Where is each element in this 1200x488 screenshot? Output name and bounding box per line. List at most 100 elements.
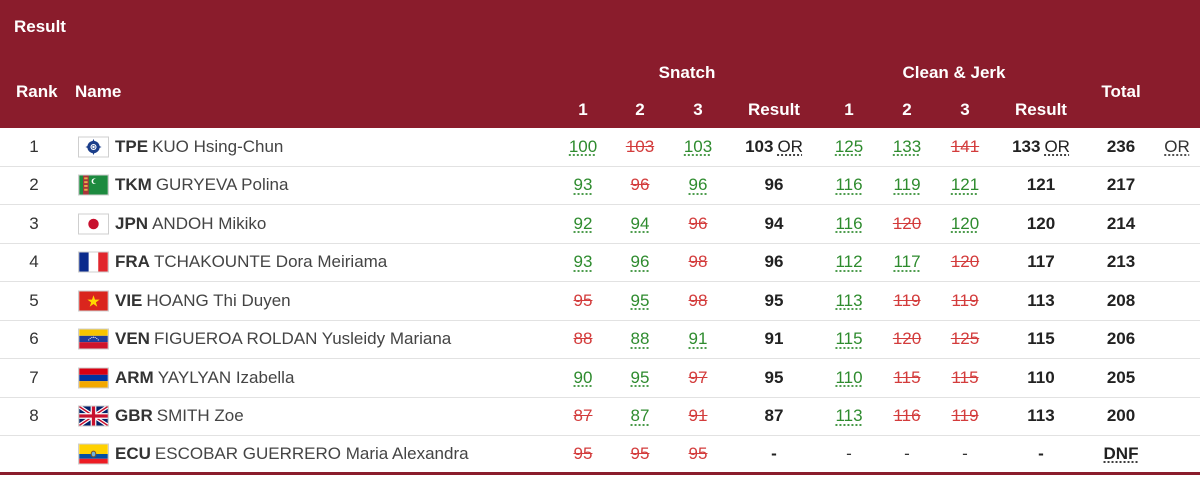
flag-tkm-icon xyxy=(78,174,109,196)
athlete-name[interactable]: ECU ESCOBAR GUERRERO Maria Alexandra xyxy=(115,444,469,464)
cj-result-value: 115 xyxy=(1027,329,1055,349)
cj-attempt-1: 110 xyxy=(835,367,863,387)
cj-attempt-2: - xyxy=(904,443,910,463)
snatch-attempt-3: 91 xyxy=(688,329,708,349)
record-badge: OR xyxy=(777,136,803,156)
rank-cell: 4 xyxy=(29,252,39,272)
snatch-result-value: 103 xyxy=(745,136,774,156)
snatch-attempt-1: 95 xyxy=(573,290,593,310)
cj-attempt-3: 121 xyxy=(950,175,980,195)
snatch-result: 103 OR xyxy=(745,137,803,157)
snatch-result-value: 94 xyxy=(764,213,784,233)
snatch-result: 91 xyxy=(765,329,784,349)
snatch-result-value: 91 xyxy=(764,329,784,349)
snatch-attempt-1: 93 xyxy=(573,175,593,195)
rank-cell: 3 xyxy=(29,213,39,233)
cj-attempt-1: 116 xyxy=(835,175,863,195)
snatch-attempt-2: 96 xyxy=(630,175,650,195)
cj-attempt-3: 115 xyxy=(951,367,979,387)
cj-attempt-1: 115 xyxy=(835,329,863,349)
snatch-attempt-2: 94 xyxy=(630,213,650,233)
cj-attempt-3: 141 xyxy=(950,136,980,156)
cj-attempt-1: 113 xyxy=(835,406,863,426)
snatch-attempt-1: 95 xyxy=(573,443,593,463)
snatch-result-header: Result xyxy=(748,100,800,119)
cj-result-value: 110 xyxy=(1027,367,1055,387)
cj-result: - xyxy=(1038,444,1044,464)
athlete-name[interactable]: JPN ANDOH Mikiko xyxy=(115,214,266,234)
snatch-attempt-3: 96 xyxy=(688,213,708,233)
cj-attempt-2: 116 xyxy=(893,406,921,426)
cj-result: 110 xyxy=(1027,368,1054,388)
table-row: 6 VEN FIGUEROA ROLDAN Yusleidy Mariana 88 88… xyxy=(0,321,1200,359)
col-snatch-header: Snatch xyxy=(658,63,716,82)
flag-arm-icon xyxy=(78,367,109,389)
record-badge: OR xyxy=(1044,136,1070,156)
snatch-result-value: - xyxy=(771,443,777,463)
total-cell: 208 xyxy=(1106,290,1136,310)
rank-cell: 5 xyxy=(29,290,39,310)
athlete-name[interactable]: FRA TCHAKOUNTE Dora Meiriama xyxy=(115,252,387,272)
cj-result: 133 OR xyxy=(1012,137,1070,157)
noc-code: JPN xyxy=(115,213,149,233)
athlete-name-text: KUO Hsing-Chun xyxy=(152,136,284,156)
results-header: Result Rank Name Snatch Clean & Jerk Tot… xyxy=(0,0,1200,128)
athlete-name[interactable]: ARM YAYLYAN Izabella xyxy=(115,368,294,388)
table-row: 2 TKM GURYEVA Polina 93 96 96 96 116 119 121 121 21… xyxy=(0,167,1200,205)
cj-attempt-3: - xyxy=(962,443,968,463)
snatch-attempt-2: 103 xyxy=(625,136,655,156)
snatch-attempt-1: 93 xyxy=(573,252,593,272)
athlete-name-text: ANDOH Mikiko xyxy=(152,213,267,233)
snatch-attempt-2: 95 xyxy=(630,367,650,387)
snatch-attempt-3: 103 xyxy=(683,136,713,156)
snatch-result-value: 95 xyxy=(764,367,784,387)
cj-result: 115 xyxy=(1027,329,1054,349)
noc-code: FRA xyxy=(115,252,150,272)
snatch-att1-header: 1 xyxy=(578,100,588,119)
total-cell: DNF xyxy=(1103,443,1139,463)
noc-code: ARM xyxy=(115,367,154,387)
athlete-name[interactable]: GBR SMITH Zoe xyxy=(115,406,244,426)
cj-result-value: 121 xyxy=(1026,175,1056,195)
cj-attempt-1: 116 xyxy=(835,213,863,233)
athlete-name[interactable]: TKM GURYEVA Polina xyxy=(115,175,288,195)
rank-cell: 6 xyxy=(29,329,39,349)
athlete-name-text: YAYLYAN Izabella xyxy=(157,367,295,387)
flag-jpn-icon xyxy=(78,213,109,235)
flag-fra-icon xyxy=(78,251,109,273)
snatch-result: 95 xyxy=(765,368,784,388)
flag-ecu-icon xyxy=(78,443,109,465)
flag-gbr-icon xyxy=(78,405,109,427)
snatch-result: 95 xyxy=(765,291,784,311)
snatch-result: 94 xyxy=(765,214,784,234)
snatch-attempt-1: 92 xyxy=(573,213,593,233)
cj-attempt-1: 113 xyxy=(835,290,863,310)
table-row: 5 VIE HOANG Thi Duyen 95 95 98 95 113 119 119 113 2… xyxy=(0,282,1200,321)
athlete-name[interactable]: VEN FIGUEROA ROLDAN Yusleidy Mariana xyxy=(115,329,451,349)
cj-attempt-1: 125 xyxy=(834,136,864,156)
snatch-attempt-2: 95 xyxy=(630,290,650,310)
table-row: 3 JPN ANDOH Mikiko 92 94 96 94 116 120 120 120 214 xyxy=(0,205,1200,244)
cj-attempt-2: 115 xyxy=(893,367,921,387)
snatch-result-value: 96 xyxy=(764,175,784,195)
cj-att2-header: 2 xyxy=(902,100,912,119)
flag-tpe-icon xyxy=(78,136,109,158)
athlete-name-text: FIGUEROA ROLDAN Yusleidy Mariana xyxy=(153,329,452,349)
cj-attempt-3: 120 xyxy=(950,213,980,233)
table-row: 7 ARM YAYLYAN Izabella 90 95 97 95 110 115 115 110… xyxy=(0,359,1200,398)
athlete-name[interactable]: TPE KUO Hsing-Chun xyxy=(115,137,283,157)
cj-result: 113 xyxy=(1027,291,1054,311)
athlete-name[interactable]: VIE HOANG Thi Duyen xyxy=(115,291,291,311)
noc-code: TKM xyxy=(115,175,152,195)
snatch-attempt-1: 90 xyxy=(573,367,593,387)
col-total-header: Total xyxy=(1101,82,1141,101)
col-rank-header: Rank xyxy=(16,82,58,101)
total-record-badge: OR xyxy=(1164,136,1190,156)
total-cell: 217 xyxy=(1106,175,1136,195)
cj-result: 113 xyxy=(1027,406,1054,426)
cj-attempt-2: 120 xyxy=(892,329,922,349)
rank-cell: 1 xyxy=(29,136,39,156)
cj-result-value: 113 xyxy=(1027,290,1055,310)
snatch-result: 87 xyxy=(765,406,784,426)
athlete-name-text: GURYEVA Polina xyxy=(155,175,289,195)
